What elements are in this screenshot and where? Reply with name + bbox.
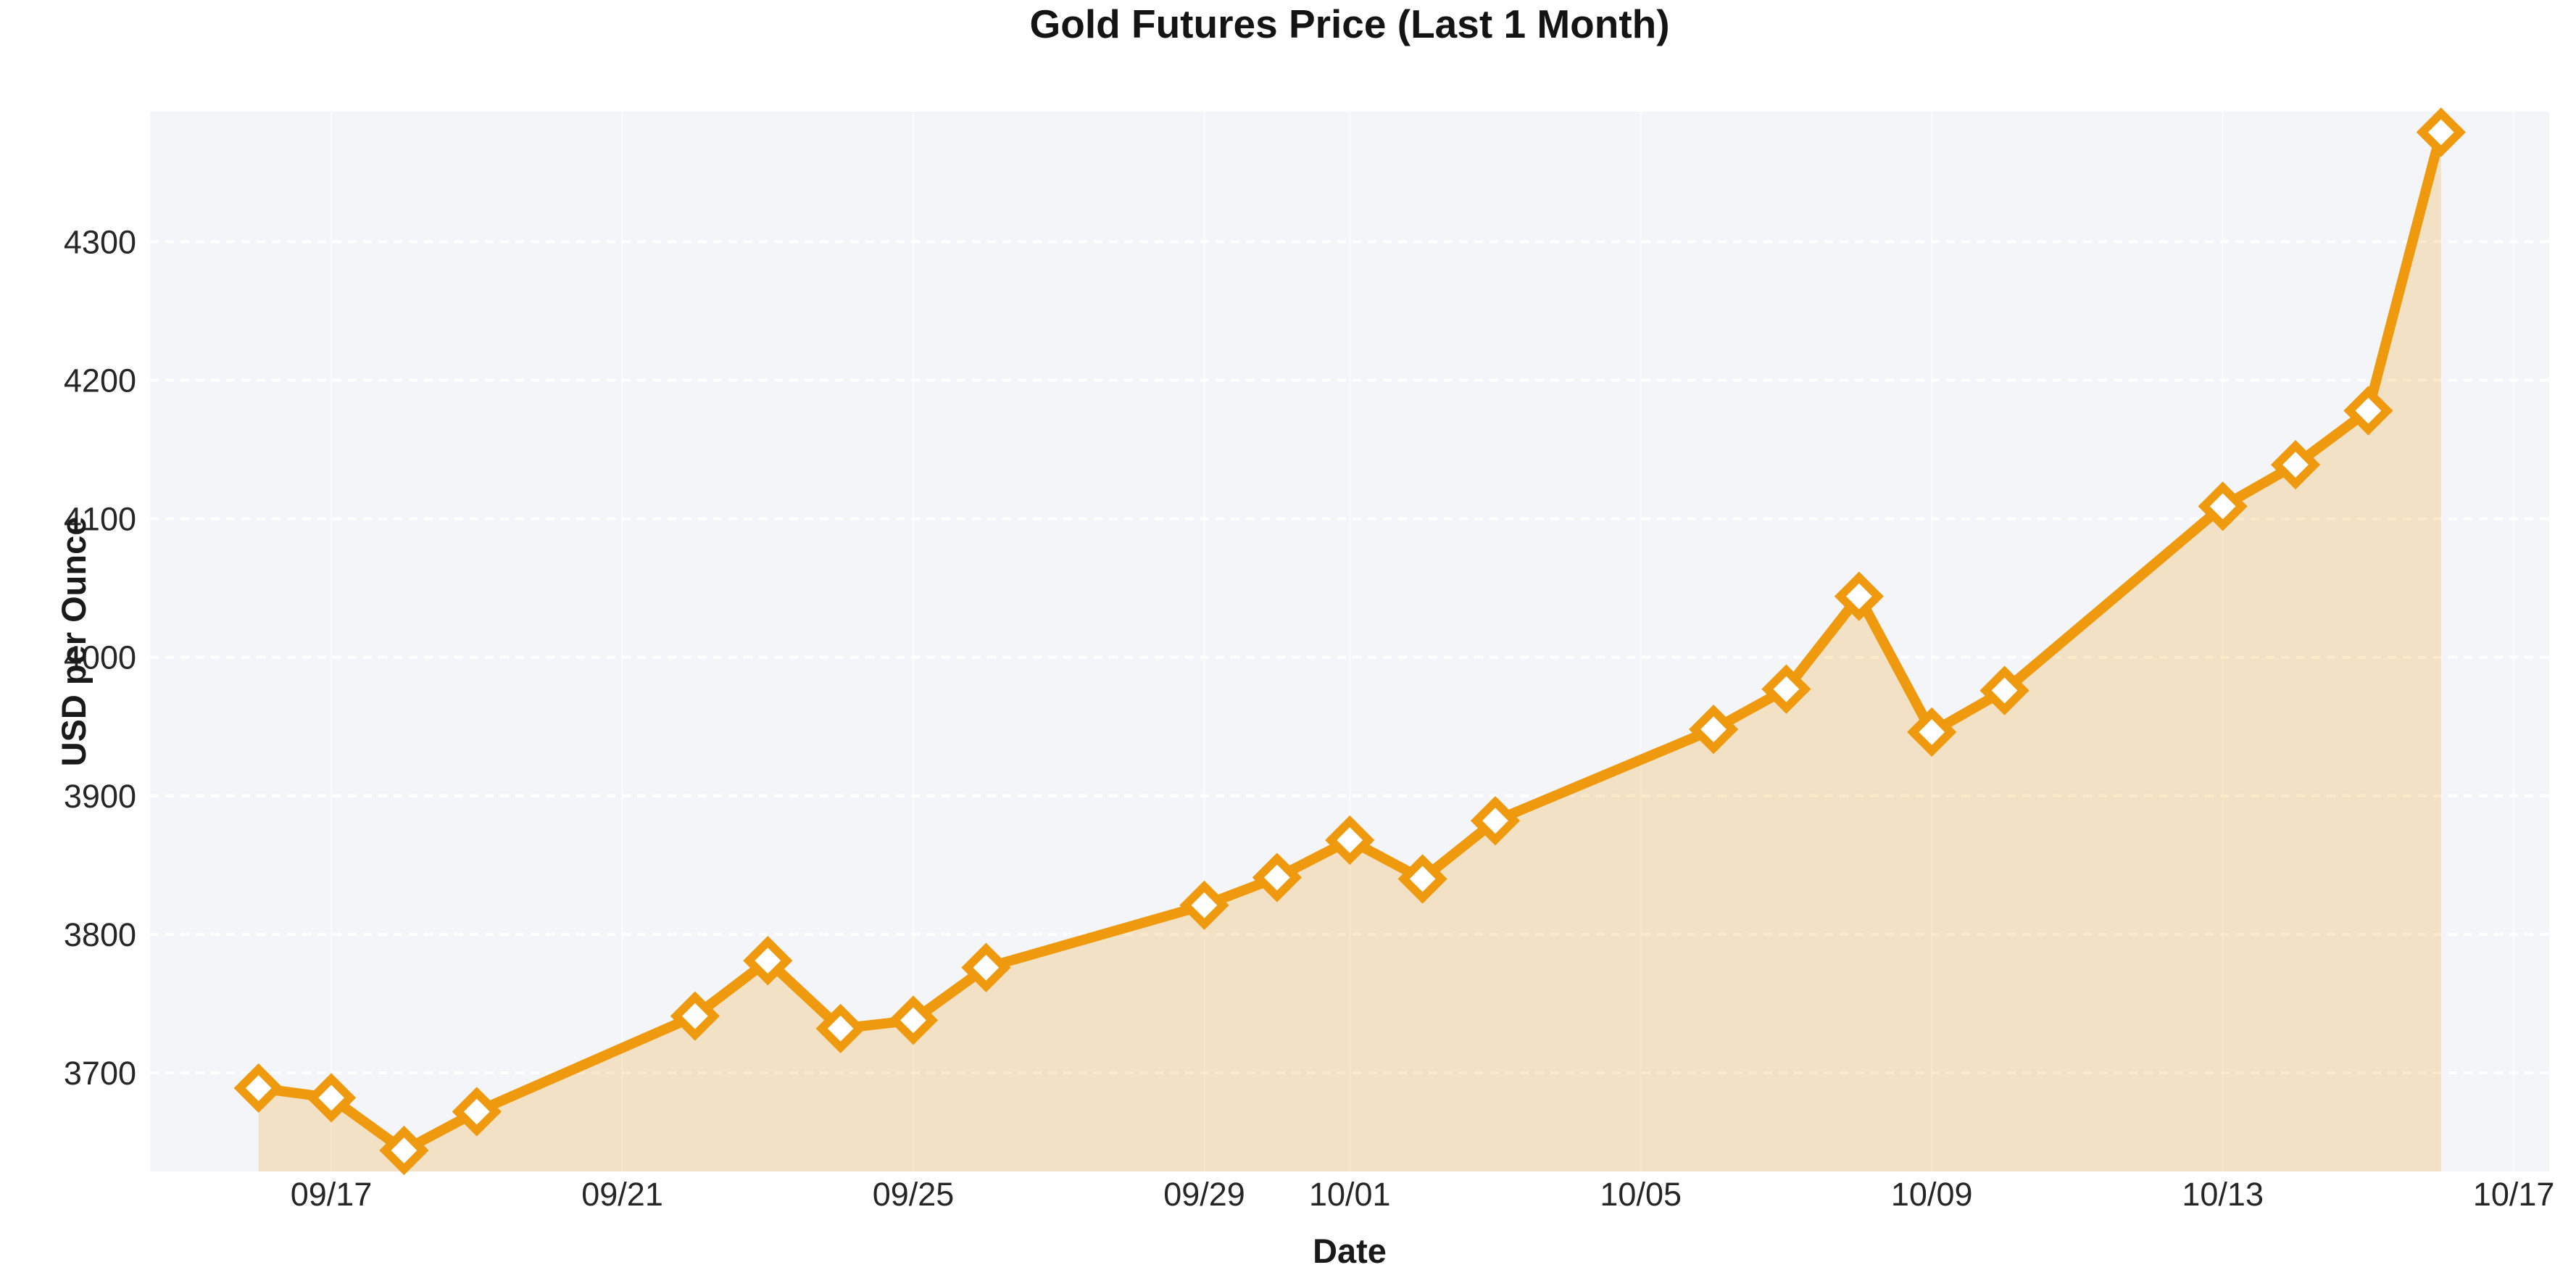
x-tick-label: 09/17: [291, 1176, 373, 1213]
x-tick-label: 10/09: [1891, 1176, 1973, 1213]
data-point-marker-10/01: [1325, 815, 1375, 866]
data-point-marker-10/07: [1761, 664, 1811, 714]
data-point-marker-10/03: [1470, 796, 1521, 846]
data-point-marker-10/09: [1907, 707, 1957, 758]
y-tick-label: 4000: [64, 639, 136, 676]
x-tick-label: 09/25: [873, 1176, 955, 1213]
data-point-marker-09/16: [233, 1063, 283, 1113]
x-axis-tick-labels: 09/17 09/21 09/25 09/29 10/01 10/05 10/09 10/13…: [291, 1176, 2555, 1213]
data-point-marker-09/19: [452, 1087, 502, 1137]
y-tick-label: 3800: [64, 916, 136, 953]
data-point-marker-09/25: [888, 995, 939, 1045]
data-point-marker-10/16: [2416, 107, 2466, 157]
y-tick-label: 4200: [64, 362, 136, 399]
area-fill: [258, 132, 2441, 1171]
data-point-marker-09/29: [1179, 880, 1229, 930]
data-point-marker-09/24: [815, 1003, 865, 1053]
x-tick-label: 10/17: [2473, 1176, 2555, 1213]
data-point-marker-10/15: [2343, 386, 2393, 436]
chart-title: Gold Futures Price (Last 1 Month): [1029, 1, 1669, 46]
data-point-marker-09/22: [670, 991, 720, 1041]
y-tick-label: 4300: [64, 223, 136, 260]
data-point-marker-09/18: [379, 1125, 429, 1176]
y-tick-label: 4100: [64, 501, 136, 538]
data-point-marker-10/02: [1397, 854, 1447, 904]
data-point-marker-10/14: [2270, 439, 2321, 490]
x-axis-label: Date: [1313, 1232, 1387, 1270]
data-point-marker-10/08: [1834, 571, 1884, 621]
x-tick-label: 10/05: [1600, 1176, 1682, 1213]
data-point-marker-10/06: [1688, 704, 1739, 755]
y-tick-label: 3900: [64, 778, 136, 815]
x-tick-label: 09/29: [1163, 1176, 1245, 1213]
data-point-marker-10/13: [2198, 481, 2248, 531]
data-point-markers: [233, 107, 2466, 1176]
x-tick-label: 10/13: [2182, 1176, 2264, 1213]
data-point-marker-09/23: [743, 936, 793, 986]
vertical-gridlines: [330, 112, 2515, 1171]
y-axis-label: USD per Ounce: [54, 517, 93, 767]
data-point-marker-09/30: [1252, 852, 1302, 903]
data-point-marker-09/17: [306, 1073, 357, 1123]
y-tick-label: 3700: [64, 1055, 136, 1092]
x-tick-label: 09/21: [581, 1176, 663, 1213]
y-axis-tick-labels: 3700 3800 3900 4000 4100 4200 4300: [64, 223, 136, 1092]
data-point-marker-09/26: [961, 942, 1011, 992]
data-point-marker-10/10: [1979, 665, 2029, 715]
x-tick-label: 10/01: [1309, 1176, 1391, 1213]
horizontal-gridlines: [150, 240, 2549, 1074]
